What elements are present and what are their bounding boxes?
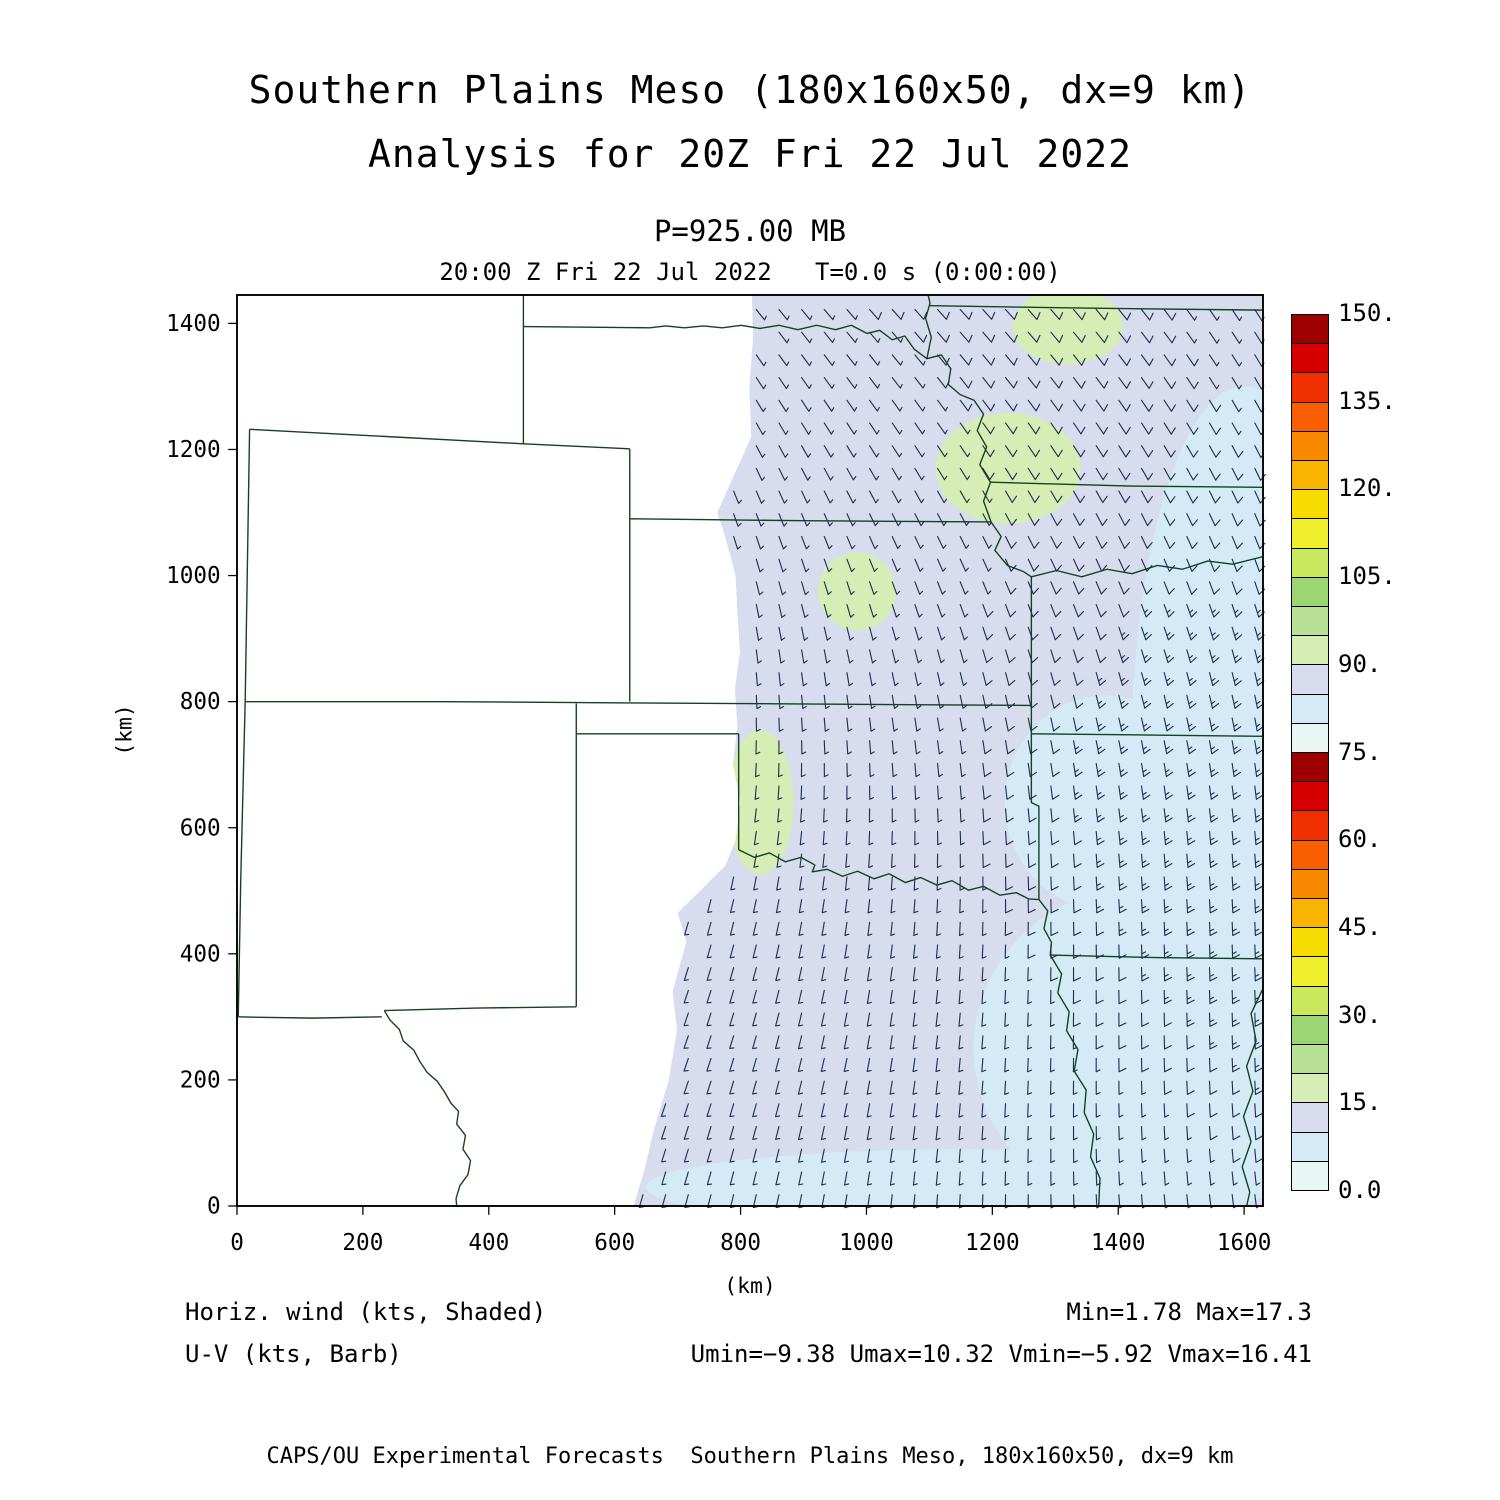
colorbar-cell bbox=[1292, 1161, 1328, 1190]
colorbar-cell bbox=[1292, 1103, 1328, 1133]
svg-text:1600: 1600 bbox=[1217, 1230, 1272, 1256]
shaded-field-label: Horiz. wind (kts, Shaded) bbox=[185, 1298, 547, 1326]
colorbar-cell bbox=[1292, 577, 1328, 607]
colorbar-label: 105. bbox=[1338, 562, 1396, 591]
valid-time-label: 20:00 Z Fri 22 Jul 2022 T=0.0 s (0:00:00… bbox=[439, 258, 1061, 286]
colorbar-cell bbox=[1292, 898, 1328, 929]
svg-text:800: 800 bbox=[180, 689, 221, 715]
field-minmax-label: Min=1.78 Max=17.3 bbox=[1066, 1298, 1312, 1326]
colorbar-cell bbox=[1292, 402, 1328, 432]
colorbar-label: 0.0 bbox=[1338, 1176, 1382, 1204]
pressure-level-label: P=925.00 MB bbox=[653, 214, 847, 248]
svg-text:1200: 1200 bbox=[965, 1230, 1020, 1256]
state-borders bbox=[237, 294, 1264, 1207]
colorbar-cell bbox=[1292, 811, 1328, 841]
colorbar-label: 120. bbox=[1338, 474, 1396, 503]
colorbar-cell bbox=[1292, 957, 1328, 987]
wind-barbs bbox=[638, 308, 1266, 1209]
colorbar-cell bbox=[1292, 314, 1328, 345]
colorbar-cell bbox=[1292, 548, 1328, 578]
plot-title-line2: Analysis for 20Z Fri 22 Jul 2022 bbox=[367, 132, 1133, 176]
plot-title-line1: Southern Plains Meso (180x160x50, dx=9 k… bbox=[248, 68, 1252, 112]
analysis-map-svg: 0 200 400 600 800 1000 1200 1400 1600 0 200 400 600 8… bbox=[112, 294, 1271, 1299]
svg-text:0: 0 bbox=[207, 1194, 221, 1220]
svg-text:0: 0 bbox=[230, 1230, 244, 1256]
colorbar-cell bbox=[1292, 665, 1328, 695]
svg-text:800: 800 bbox=[720, 1230, 761, 1256]
barb-field-label: U-V (kts, Barb) bbox=[185, 1340, 402, 1368]
colorbar-cell bbox=[1292, 1074, 1328, 1104]
uv-minmax-label: Umin=−9.38 Umax=10.32 Vmin=−5.92 Vmax=16… bbox=[690, 1340, 1312, 1368]
colorbar-cell bbox=[1292, 782, 1328, 812]
svg-text:600: 600 bbox=[594, 1230, 635, 1256]
svg-text:1400: 1400 bbox=[1091, 1230, 1146, 1256]
svg-text:1200: 1200 bbox=[166, 437, 221, 463]
colorbar-cell bbox=[1292, 519, 1328, 549]
colorbar-cell bbox=[1292, 1132, 1328, 1162]
colorbar-cell bbox=[1292, 344, 1328, 374]
svg-text:1000: 1000 bbox=[166, 563, 221, 589]
colorbar-cell bbox=[1292, 840, 1328, 870]
footer-caption: CAPS/OU Experimental Forecasts Southern … bbox=[266, 1444, 1234, 1469]
y-axis-title: (km) bbox=[112, 704, 137, 756]
colorbar-label: 150. bbox=[1338, 299, 1396, 327]
plot-frame bbox=[236, 294, 1264, 1207]
colorbar-label: 75. bbox=[1338, 737, 1382, 766]
colorbar-cell bbox=[1292, 490, 1328, 520]
colorbar-cell bbox=[1292, 606, 1328, 637]
colorbar-label: 90. bbox=[1338, 649, 1382, 678]
wind-speed-shading bbox=[633, 295, 1263, 1206]
colorbar-cell bbox=[1292, 460, 1328, 491]
svg-text:400: 400 bbox=[468, 1230, 509, 1256]
colorbar-cell bbox=[1292, 636, 1328, 666]
svg-text:200: 200 bbox=[180, 1067, 221, 1093]
colorbar-label: 135. bbox=[1338, 386, 1396, 415]
colorbar: 0.0 15. 30. 45. 60. 75. 90. 105. 120. 135. 150. bbox=[1291, 299, 1411, 1204]
colorbar-cell bbox=[1292, 1044, 1328, 1075]
colorbar-cell bbox=[1292, 373, 1328, 403]
colorbar-label: 60. bbox=[1338, 825, 1382, 854]
colorbar-cell bbox=[1292, 986, 1328, 1016]
svg-text:200: 200 bbox=[342, 1230, 383, 1256]
colorbar-cell bbox=[1292, 723, 1328, 753]
x-axis-title: (km) bbox=[724, 1274, 776, 1299]
map-plot-area: 0 200 400 600 800 1000 1200 1400 1600 0 200 400 600 8… bbox=[112, 294, 1271, 1299]
colorbar-cell bbox=[1292, 928, 1328, 958]
colorbar-label: 45. bbox=[1338, 912, 1382, 941]
svg-text:1400: 1400 bbox=[166, 311, 221, 337]
colorbar-label: 30. bbox=[1338, 1000, 1382, 1029]
colorbar-cell bbox=[1292, 869, 1328, 899]
svg-text:400: 400 bbox=[180, 941, 221, 967]
colorbar-cell bbox=[1292, 1015, 1328, 1045]
colorbar-cell bbox=[1292, 694, 1328, 724]
colorbar-cell bbox=[1292, 752, 1328, 783]
colorbar-cells bbox=[1291, 314, 1329, 1191]
axis-ticks-and-labels: 0 200 400 600 800 1000 1200 1400 1600 0 200 400 600 8… bbox=[112, 311, 1271, 1299]
svg-text:1000: 1000 bbox=[839, 1230, 894, 1256]
colorbar-cell bbox=[1292, 431, 1328, 461]
colorbar-label: 15. bbox=[1338, 1088, 1382, 1117]
svg-text:600: 600 bbox=[180, 815, 221, 841]
